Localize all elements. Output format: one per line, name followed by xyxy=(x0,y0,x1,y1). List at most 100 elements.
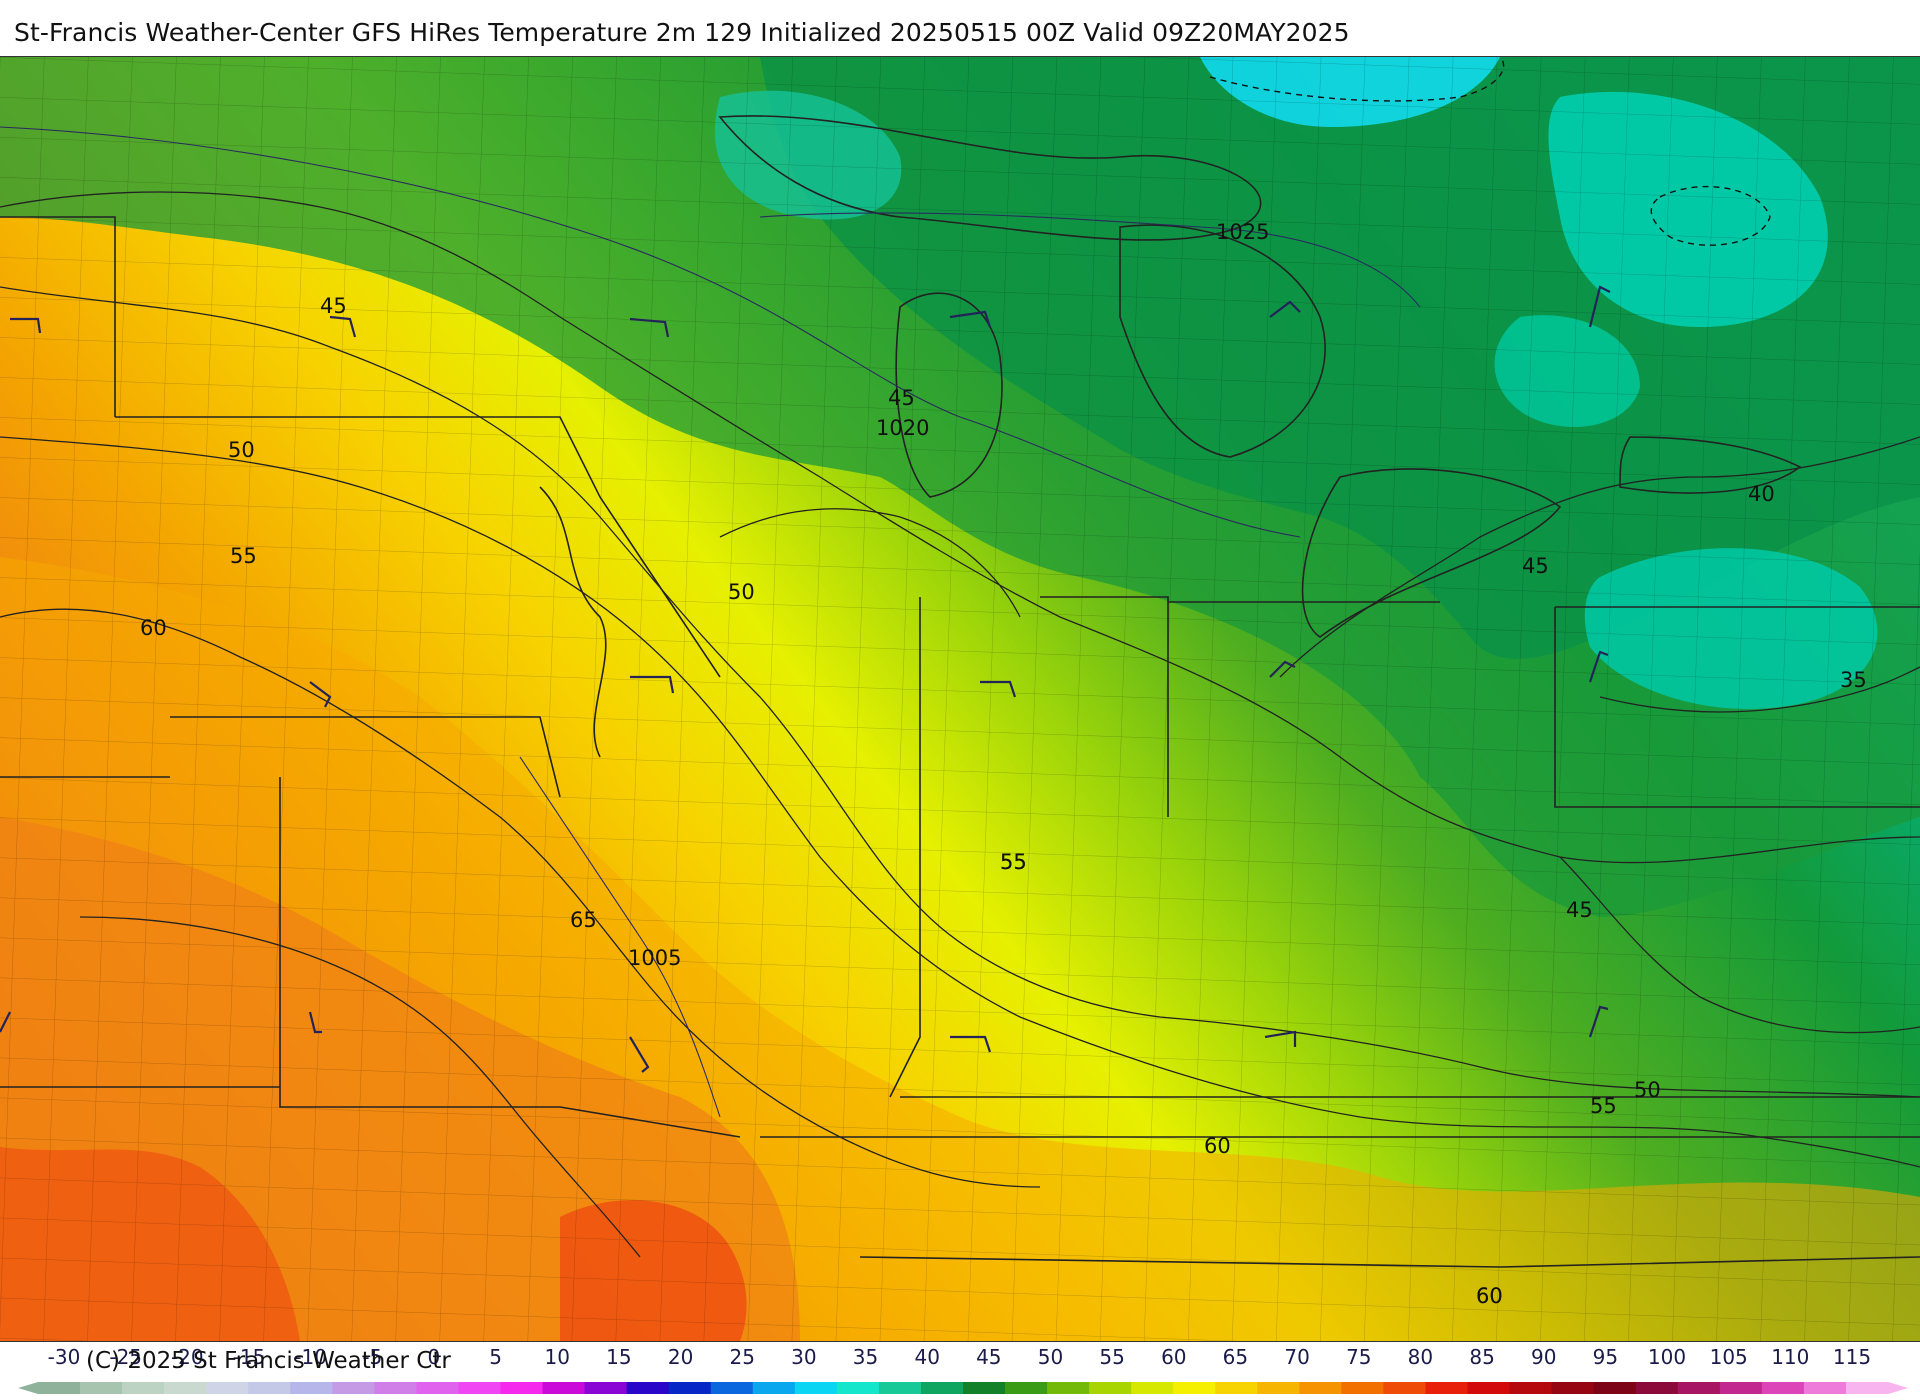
isotherm-label: 50 xyxy=(228,438,255,462)
colorbar-cell xyxy=(626,1382,670,1394)
colorbar-cell xyxy=(1005,1382,1048,1394)
isobar-label: 1005 xyxy=(628,946,681,970)
isotherm-label: 65 xyxy=(570,908,597,932)
county-lines xyxy=(0,57,1920,1341)
colorbar-cell xyxy=(1845,1382,1889,1394)
colorbar-cell xyxy=(1719,1382,1763,1394)
wind-barbs xyxy=(0,285,1611,1073)
colorbar-tick-label: -20 xyxy=(171,1345,204,1369)
dashed-contours xyxy=(1209,57,1771,246)
isotherm-label: 60 xyxy=(1476,1284,1503,1308)
colorbar-cell xyxy=(1635,1382,1679,1394)
colorbar-tick-label: 100 xyxy=(1648,1345,1686,1369)
isotherm-label: 50 xyxy=(728,580,755,604)
colorbar-tick-label: -5 xyxy=(362,1345,382,1369)
colorbar-cell xyxy=(1803,1382,1847,1394)
colorbar-cell xyxy=(80,1382,123,1394)
colorbar-cell xyxy=(1425,1382,1469,1394)
colorbar-cell xyxy=(1677,1382,1721,1394)
temperature-colorbar: -30 -25 -20 -15 -10 -5 0 5 10 15 20 25 30 35 40 45 50 55 6… xyxy=(0,1340,1920,1400)
colorbar-tick-label: -30 xyxy=(48,1345,81,1369)
isotherm-label: 45 xyxy=(320,294,347,318)
colorbar-cell xyxy=(1551,1382,1595,1394)
colorbar-cell xyxy=(542,1382,586,1394)
colorbar-tick-label: 90 xyxy=(1531,1345,1556,1369)
state-borders xyxy=(0,216,1920,1268)
colorbar-min-arrow xyxy=(18,1382,38,1394)
colorbar-cell xyxy=(38,1382,81,1394)
colorbar-tick-label: 45 xyxy=(976,1345,1001,1369)
colorbar-tick-label: -25 xyxy=(109,1345,142,1369)
colorbar-cell xyxy=(963,1382,1006,1394)
colorbar-tick-label: 75 xyxy=(1346,1345,1371,1369)
colorbar-cells xyxy=(18,1382,1908,1394)
isotherm-label: 35 xyxy=(1840,668,1867,692)
colorbar-tick-label: 95 xyxy=(1593,1345,1618,1369)
colorbar-cell xyxy=(1467,1382,1511,1394)
colorbar-tick-label: 55 xyxy=(1099,1345,1124,1369)
great-lakes xyxy=(718,115,1802,638)
colorbar-cell xyxy=(878,1382,922,1394)
temperature-map: 45 50 55 60 45 50 55 60 65 55 60 40 45 3… xyxy=(0,56,1920,1342)
isotherm-label: 60 xyxy=(1476,1284,1503,1308)
colorbar-cell xyxy=(584,1382,628,1394)
colorbar-cell xyxy=(1761,1382,1805,1394)
colorbar-tick-label: 15 xyxy=(606,1345,631,1369)
colorbar-tick-label: 0 xyxy=(428,1345,441,1369)
isotherm-label: 60 xyxy=(1204,1134,1231,1158)
isotherm-label: 50 xyxy=(1634,1078,1661,1102)
colorbar-cell xyxy=(1299,1382,1342,1394)
colorbar-cell xyxy=(1089,1382,1132,1394)
colorbar-cell xyxy=(374,1382,417,1394)
isotherm-label: 55 xyxy=(1590,1094,1617,1118)
isotherm-label: 60 xyxy=(140,616,167,640)
colorbar-tick-label: 10 xyxy=(544,1345,569,1369)
colorbar-cell xyxy=(1383,1382,1426,1394)
isotherm-label: 45 xyxy=(1522,554,1549,578)
colorbar-tick-label: 20 xyxy=(668,1345,693,1369)
colorbar-cell xyxy=(458,1382,501,1394)
colorbar-cell xyxy=(710,1382,754,1394)
colorbar-tick-label: 65 xyxy=(1223,1345,1248,1369)
colorbar-tick-label: 85 xyxy=(1469,1345,1494,1369)
colorbar-cell xyxy=(164,1382,207,1394)
colorbar-cell xyxy=(290,1382,333,1394)
isotherm-label: 55 xyxy=(1000,850,1027,874)
isobar-label: 1025 xyxy=(1216,220,1269,244)
contour-labels: 45 50 55 60 45 50 55 60 65 55 60 40 45 3… xyxy=(140,220,1867,1308)
colorbar-cell xyxy=(920,1382,964,1394)
copyright-text: (C) 2025 St Francis Weather Ctr xyxy=(86,1348,451,1374)
colorbar-tick-label: 40 xyxy=(914,1345,939,1369)
colorbar-tick-label: 50 xyxy=(1038,1345,1063,1369)
colorbar-cell xyxy=(500,1382,544,1394)
colorbar-cell xyxy=(1131,1382,1174,1394)
isotherm-label: 45 xyxy=(1566,898,1593,922)
colorbar-tick-label: 60 xyxy=(1161,1345,1186,1369)
map-title: St-Francis Weather-Center GFS HiRes Temp… xyxy=(14,18,1350,47)
isotherm-label: 45 xyxy=(888,386,915,410)
colorbar-cell xyxy=(1173,1382,1216,1394)
colorbar-cell xyxy=(1215,1382,1258,1394)
colorbar-cell xyxy=(668,1382,712,1394)
colorbar-cell xyxy=(1257,1382,1300,1394)
colorbar-tick-label: 70 xyxy=(1284,1345,1309,1369)
isotherm-label: 40 xyxy=(1748,482,1775,506)
colorbar-cell xyxy=(416,1382,459,1394)
colorbar-tick-label: -10 xyxy=(294,1345,327,1369)
colorbar-tick-label: 35 xyxy=(853,1345,878,1369)
isobar-label: 1020 xyxy=(876,416,929,440)
colorbar-cell xyxy=(1509,1382,1553,1394)
colorbar-tick-label: 30 xyxy=(791,1345,816,1369)
isotherms xyxy=(0,191,1920,1258)
colorbar-cell xyxy=(1047,1382,1090,1394)
isotherm-label: 55 xyxy=(1000,850,1027,874)
isobars xyxy=(0,126,1421,1118)
colorbar-cell xyxy=(1593,1382,1637,1394)
colorbar-cell xyxy=(1341,1382,1384,1394)
colorbar-tick-label: 110 xyxy=(1771,1345,1809,1369)
colorbar-tick-label: 105 xyxy=(1710,1345,1748,1369)
colorbar-cell xyxy=(794,1382,838,1394)
colorbar-tick-label: 115 xyxy=(1833,1345,1871,1369)
colorbar-cell xyxy=(122,1382,165,1394)
colorbar-cell xyxy=(836,1382,880,1394)
